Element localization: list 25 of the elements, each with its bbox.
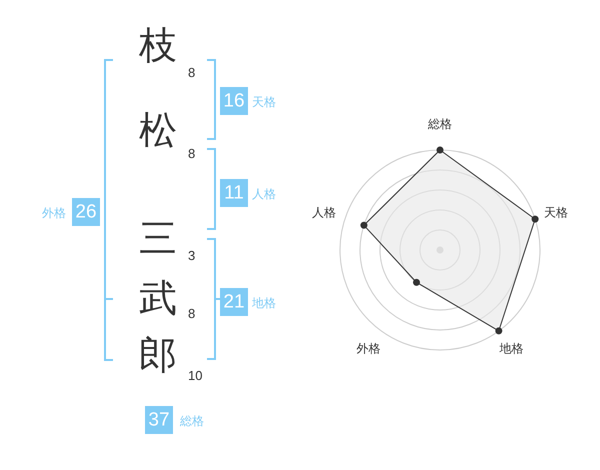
text: 総格	[179, 414, 204, 428]
data-label: 3	[188, 248, 196, 263]
data-label: 8	[188, 146, 196, 161]
text: 11	[224, 182, 244, 204]
spoke-label: 外格	[356, 342, 380, 356]
text: 21	[223, 292, 245, 312]
category-label: 松	[139, 108, 177, 152]
spoke-label: 総格	[427, 117, 452, 131]
category-label: 三	[139, 216, 177, 260]
text: 外格	[42, 206, 66, 220]
data-label: 8	[188, 306, 196, 321]
data-label: 10	[188, 368, 202, 383]
spoke-label: 人格	[312, 205, 336, 220]
text: 地格	[251, 296, 276, 310]
text: 天格	[252, 95, 276, 109]
text: 16	[223, 90, 245, 112]
spoke-label: 地格	[498, 342, 524, 356]
spoke-label: 天格	[544, 205, 568, 220]
text: 26	[75, 202, 97, 222]
category-label: 郎	[139, 333, 177, 377]
text: 37	[148, 410, 170, 430]
category-label: 武	[139, 276, 177, 320]
data-label: 8	[188, 65, 196, 80]
category-label: 枝	[138, 23, 177, 67]
text: 人格	[252, 187, 276, 201]
